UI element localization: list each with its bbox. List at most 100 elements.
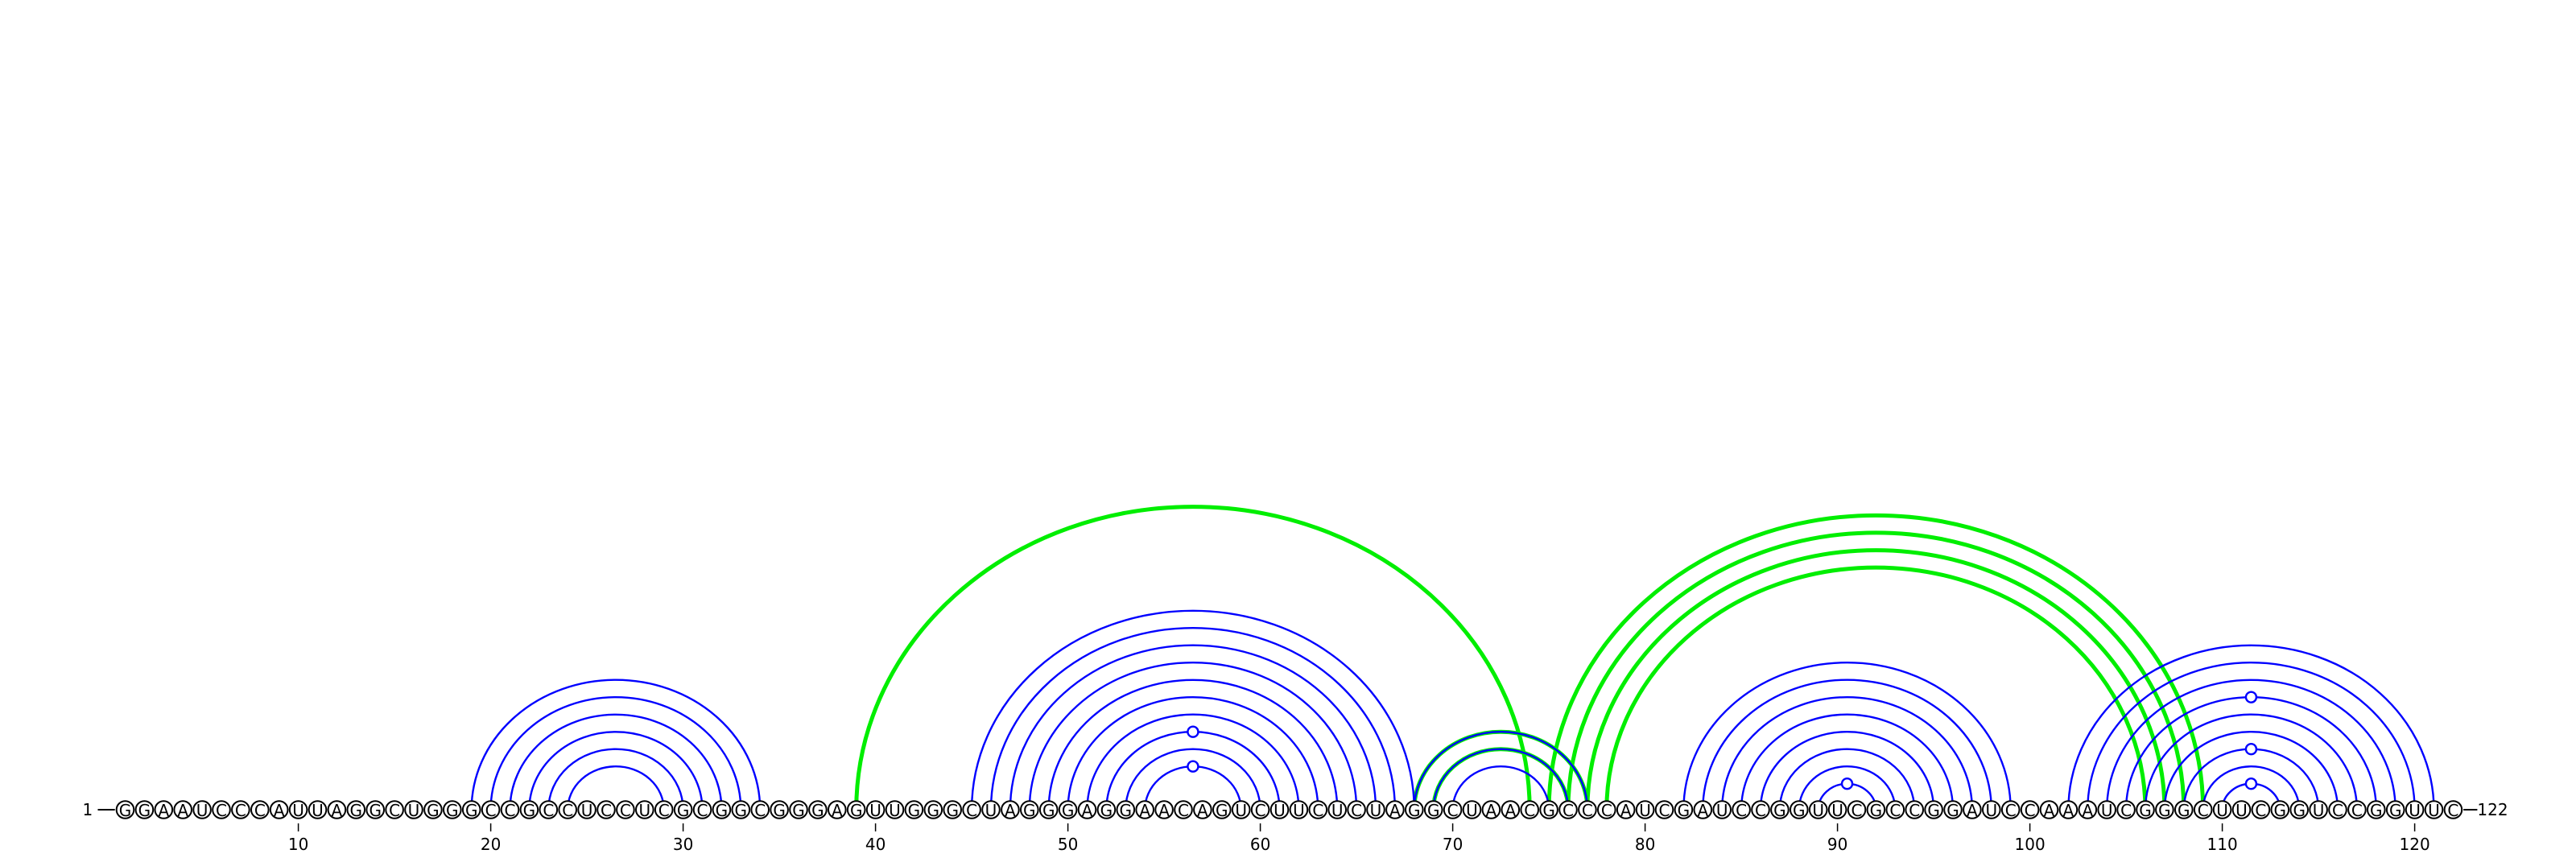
nucleotide-letter: C [1178, 801, 1189, 820]
nucleotide-circle [558, 800, 578, 819]
nucleotide-circle [1539, 800, 1558, 819]
nucleotide-circle [500, 800, 520, 819]
nucleotide-letter: C [1255, 801, 1266, 820]
nucleotide: A [1077, 800, 1097, 820]
nucleotide-circle [423, 800, 443, 819]
base-pair-arc [1067, 696, 1319, 811]
nucleotide-letter: C [2447, 801, 2458, 820]
nucleotide: A [1963, 800, 1982, 820]
base-pair-arc [509, 713, 723, 811]
nucleotide-letter: U [196, 801, 208, 820]
nucleotide-letter: G [850, 801, 863, 820]
nucleotide-letter: C [1601, 801, 1612, 820]
nucleotide: G [1770, 800, 1790, 820]
nucleotide: A [1193, 800, 1212, 820]
nucleotide-circle [1096, 800, 1117, 819]
nucleotide-circle [2231, 800, 2252, 819]
nucleotide-circle [981, 800, 1001, 819]
tick-label: 40 [865, 835, 886, 854]
nucleotide-circle [2039, 800, 2059, 819]
nucleotide-circle [2289, 800, 2309, 819]
nucleotide: C [558, 800, 578, 820]
nucleotide: U [308, 800, 328, 820]
nucleotide: U [1712, 800, 1732, 820]
nucleotide-letter: C [1524, 801, 1535, 820]
nucleotide-letter: G [908, 801, 921, 820]
loop-marker [2244, 778, 2258, 790]
nucleotide-circle [865, 800, 886, 819]
nucleotide-circle [1597, 800, 1616, 819]
base-pair-arc [1759, 731, 1935, 811]
nucleotide-letter: C [2198, 801, 2209, 820]
start-index-label: 1 [83, 800, 93, 819]
nucleotide-circle [2000, 800, 2021, 819]
nucleotide: G [2155, 800, 2174, 820]
nucleotide-letter: C [2120, 801, 2132, 820]
nucleotide-letter: U [2428, 801, 2440, 820]
nucleotide: U [288, 800, 308, 820]
nucleotide: C [2116, 800, 2136, 820]
nucleotide: A [154, 800, 174, 820]
nucleotide: A [828, 800, 847, 820]
nucleotide-letter: C [1447, 801, 1459, 820]
nucleotide: A [269, 800, 289, 820]
nucleotide-letter: C [2025, 801, 2036, 820]
nucleotide-circle [1327, 800, 1347, 819]
nucleotide-letter: C [1909, 801, 1920, 820]
nucleotide: U [981, 800, 1001, 820]
nucleotide: C [2443, 800, 2463, 820]
nucleotide: G [519, 800, 539, 820]
nucleotide-letter: G [369, 801, 382, 820]
nucleotide: C [597, 800, 616, 820]
nucleotide-letter: U [581, 801, 593, 820]
nucleotide-circle [923, 800, 943, 819]
nucleotide-letter: A [2063, 801, 2074, 820]
tick-label: 70 [1443, 835, 1463, 854]
nucleotide: G [2289, 800, 2309, 820]
nucleotide-letter: G [1120, 801, 1133, 820]
nucleotide: C [2020, 800, 2040, 820]
base-pair-arc [489, 696, 742, 811]
nucleotide-letter: U [2101, 801, 2113, 820]
nucleotide-circle [2251, 800, 2271, 819]
nucleotide: C [654, 800, 674, 820]
nucleotide: U [885, 800, 905, 820]
nucleotide-circle [2270, 800, 2290, 819]
nucleotide-circle [443, 800, 462, 819]
base-pair-arc [1451, 765, 1550, 811]
nucleotide-circle [1289, 800, 1309, 819]
nucleotide-letter: C [1736, 801, 1747, 820]
nucleotide-letter: U [2216, 801, 2228, 820]
base-pair-arc [1047, 679, 1339, 811]
nucleotide-letter: G [946, 801, 959, 820]
nucleotide-circle [577, 800, 597, 819]
nucleotide: G [1038, 800, 1059, 820]
tick-label: 60 [1250, 835, 1270, 854]
base-pair-arc [1086, 713, 1300, 811]
nucleotide-letter: A [1389, 801, 1401, 820]
nucleotide: G [2270, 800, 2290, 820]
nucleotide: G [1423, 800, 1443, 820]
nucleotide-circle [770, 800, 789, 819]
nucleotide-letter: G [138, 801, 151, 820]
nucleotide: C [2328, 800, 2347, 820]
nucleotide-circle [365, 800, 386, 819]
nucleotide-letter: G [773, 801, 786, 820]
tertiary-arc [1412, 729, 1590, 811]
nucleotide-letter: U [985, 801, 997, 820]
nucleotide: U [2405, 800, 2425, 820]
nucleotide-letter: A [1158, 801, 1170, 820]
nucleotide-letter: U [2409, 801, 2421, 820]
nucleotide: U [577, 800, 597, 820]
nucleotide-circle [539, 800, 559, 819]
nucleotide-letter: G [427, 801, 440, 820]
nucleotide-circle [808, 800, 828, 819]
base-pair-arc [1702, 679, 1992, 811]
nucleotide-letter: C [1755, 801, 1766, 820]
nucleotide: U [1366, 800, 1385, 820]
nucleotide-circle [1982, 800, 2001, 819]
nucleotide-letter: G [716, 801, 729, 820]
base-pair-arc [1028, 661, 1358, 811]
base-pair-arc [547, 748, 684, 811]
nucleotide: U [1808, 800, 1828, 820]
